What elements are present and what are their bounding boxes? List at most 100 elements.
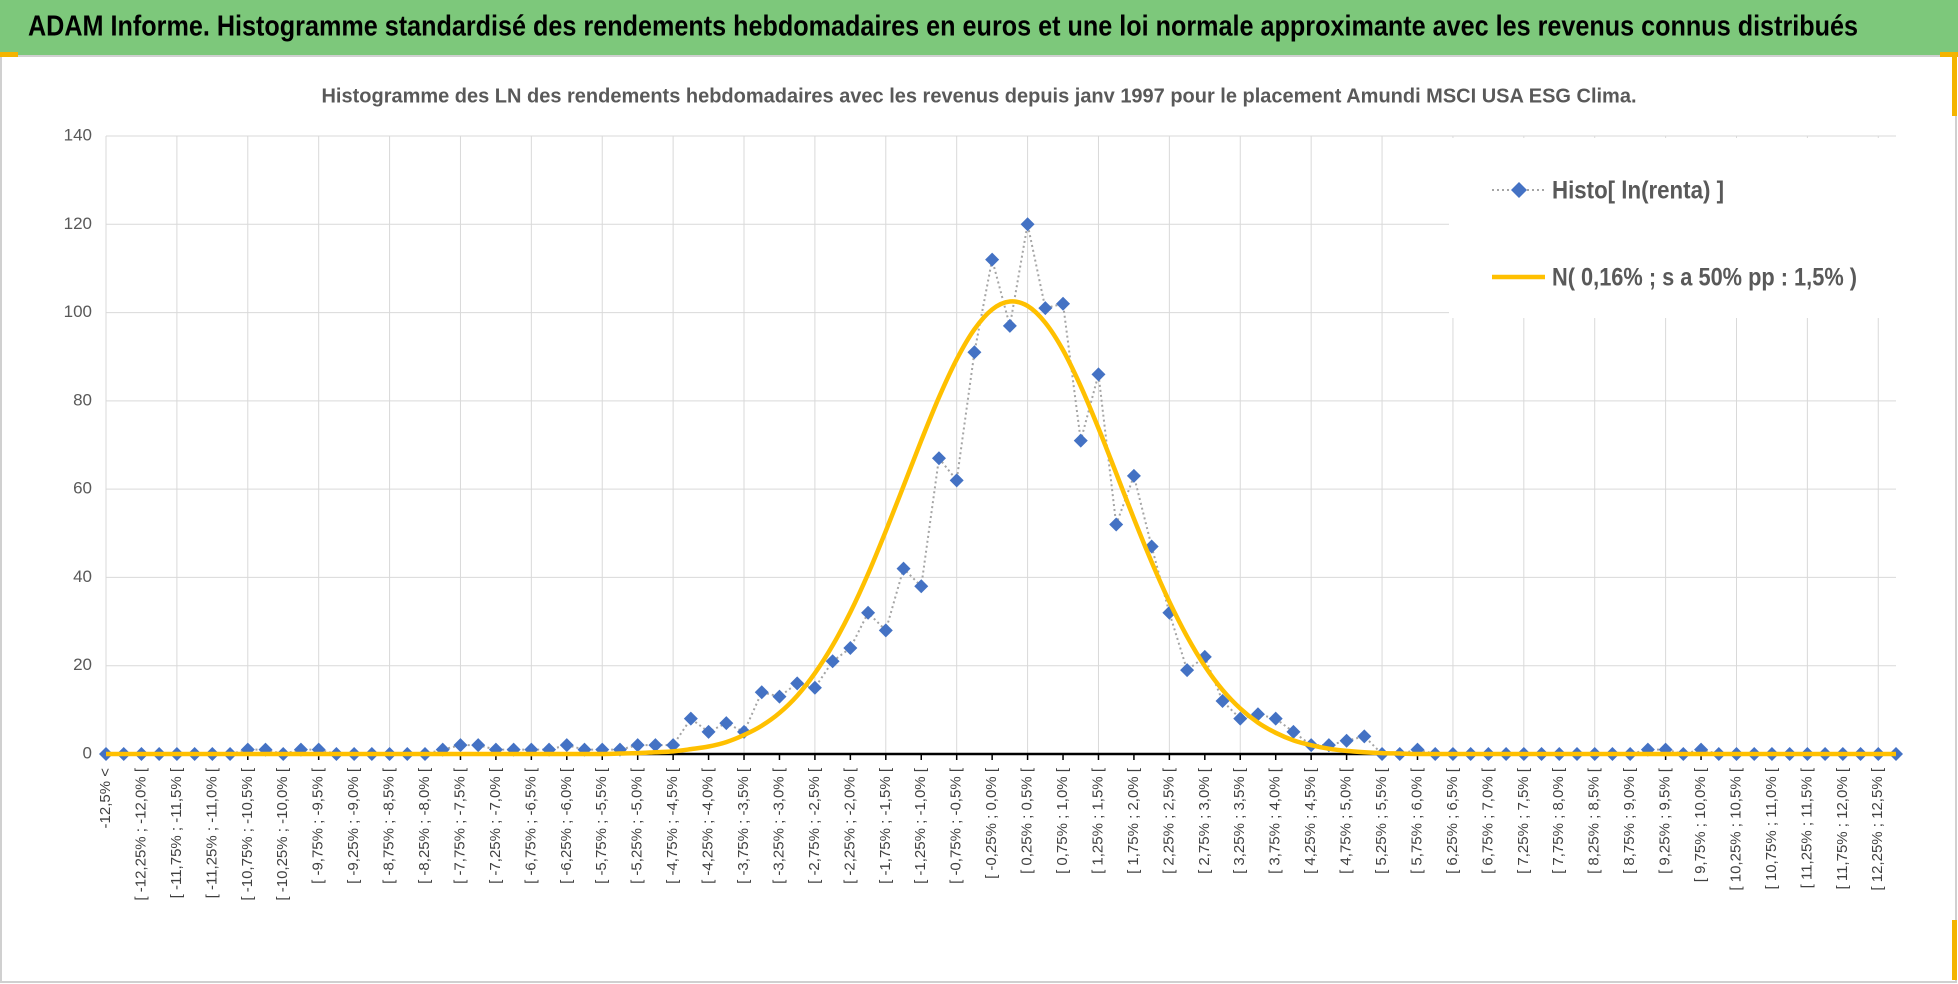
x-tick-label: [ -0,75% ; -0,5% [ bbox=[948, 767, 965, 884]
x-tick-label: [ -6,25% ; -6,0% [ bbox=[558, 767, 575, 884]
data-point bbox=[843, 641, 858, 656]
y-tick-label: 40 bbox=[73, 567, 92, 586]
x-tick-label: [ 9,75% ; 10,0% [ bbox=[1692, 767, 1709, 882]
series-line bbox=[106, 299, 1896, 757]
x-tick-label: [ 2,25% ; 2,5% [ bbox=[1160, 767, 1177, 874]
data-point bbox=[896, 561, 911, 576]
data-point bbox=[1233, 711, 1248, 726]
data-point bbox=[861, 605, 876, 620]
data-point bbox=[1056, 296, 1071, 311]
x-tick-label: [ 0,25% ; 0,5% [ bbox=[1019, 767, 1036, 874]
x-tick-label: [ -1,75% ; -1,5% [ bbox=[877, 767, 894, 884]
data-point bbox=[648, 738, 663, 753]
y-tick-label: 140 bbox=[64, 125, 92, 144]
x-tick-label: [ 10,25% ; 10,5% [ bbox=[1727, 767, 1744, 890]
data-point bbox=[1126, 468, 1141, 483]
x-tick-label: [ -0,25% ; 0,0% [ bbox=[983, 767, 1000, 879]
chart-title: Histogramme des LN des rendements hebdom… bbox=[322, 85, 1637, 107]
data-point bbox=[985, 252, 1000, 267]
corner-mark bbox=[0, 52, 18, 57]
data-point bbox=[1268, 711, 1283, 726]
data-point bbox=[1357, 729, 1372, 744]
y-tick-label: 120 bbox=[64, 214, 92, 233]
legend-label: Histo[ ln(renta) ] bbox=[1552, 177, 1724, 205]
x-tick-label: [ -10,75% ; -10,5% [ bbox=[239, 767, 256, 900]
data-point bbox=[666, 738, 681, 753]
data-point bbox=[1038, 301, 1053, 316]
corner-mark bbox=[1940, 52, 1958, 57]
x-tick-label: [ -8,75% ; -8,5% [ bbox=[381, 767, 398, 884]
data-point bbox=[914, 579, 929, 594]
x-tick-label: [ 10,75% ; 11,0% [ bbox=[1763, 767, 1780, 889]
x-tick-label: -12,5% < bbox=[97, 768, 114, 829]
legend-label: N( 0,16% ; s a 50% pp : 1,5% ) bbox=[1552, 264, 1857, 292]
x-tick-label: [ 11,25% ; 11,5% [ bbox=[1798, 767, 1815, 888]
data-point bbox=[825, 654, 840, 669]
data-point bbox=[1339, 733, 1354, 748]
data-point bbox=[1020, 217, 1035, 232]
x-tick-label: [ -3,25% ; -3,0% [ bbox=[770, 767, 787, 884]
x-tick-label: [ -10,25% ; -10,0% [ bbox=[274, 767, 291, 900]
corner-mark bbox=[1952, 56, 1957, 116]
x-tick-label: [ 4,75% ; 5,0% [ bbox=[1338, 767, 1355, 874]
corner-mark bbox=[1952, 920, 1957, 980]
x-tick-label: [ 5,25% ; 5,5% [ bbox=[1373, 767, 1390, 874]
x-tick-label: [ 2,75% ; 3,0% [ bbox=[1196, 767, 1213, 874]
data-point bbox=[931, 451, 946, 466]
x-tick-label: [ -9,25% ; -9,0% [ bbox=[345, 767, 362, 884]
x-tick-label: [ -2,75% ; -2,5% [ bbox=[806, 767, 823, 884]
data-point bbox=[1109, 517, 1124, 532]
x-tick-label: [ 7,75% ; 8,0% [ bbox=[1550, 767, 1567, 874]
x-tick-label: [ 5,75% ; 6,0% [ bbox=[1408, 767, 1425, 874]
x-tick-label: [ 12,25% ; 12,5% [ bbox=[1869, 767, 1886, 890]
data-point bbox=[967, 345, 982, 360]
data-point bbox=[878, 623, 893, 638]
x-tick-label: [ 1,25% ; 1,5% [ bbox=[1089, 767, 1106, 874]
data-point bbox=[1215, 694, 1230, 709]
x-tick-label: [ 11,75% ; 12,0% [ bbox=[1834, 767, 1851, 889]
y-tick-label: 100 bbox=[64, 302, 92, 321]
data-point bbox=[1073, 433, 1088, 448]
data-point bbox=[754, 685, 769, 700]
y-tick-label: 0 bbox=[83, 743, 92, 762]
legend-marker bbox=[1511, 182, 1527, 198]
data-point bbox=[630, 738, 645, 753]
x-tick-label: [ 3,75% ; 4,0% [ bbox=[1267, 767, 1284, 874]
x-tick-label: [ 3,25% ; 3,5% [ bbox=[1231, 767, 1248, 874]
data-point bbox=[772, 689, 787, 704]
x-tick-label: [ 4,25% ; 4,5% [ bbox=[1302, 767, 1319, 874]
data-point bbox=[683, 711, 698, 726]
legend-box bbox=[1449, 138, 1904, 318]
x-tick-label: [ 8,75% ; 9,0% [ bbox=[1621, 767, 1638, 874]
x-tick-label: [ -12,25% ; -12,0% [ bbox=[132, 767, 149, 900]
data-point bbox=[1002, 318, 1017, 333]
x-tick-label: [ -3,75% ; -3,5% [ bbox=[735, 767, 752, 884]
x-tick-label: [ -2,25% ; -2,0% [ bbox=[841, 767, 858, 884]
y-tick-label: 60 bbox=[73, 479, 92, 498]
x-tick-label: [ 1,75% ; 2,0% [ bbox=[1125, 767, 1142, 874]
x-tick-label: [ -6,75% ; -6,5% [ bbox=[522, 767, 539, 884]
y-tick-label: 20 bbox=[73, 655, 92, 674]
x-tick-label: [ 6,75% ; 7,0% [ bbox=[1479, 767, 1496, 874]
x-tick-label: [ 7,25% ; 7,5% [ bbox=[1515, 767, 1532, 874]
x-tick-label: [ -7,75% ; -7,5% [ bbox=[451, 767, 468, 884]
data-point bbox=[949, 473, 964, 488]
x-tick-label: [ 6,25% ; 6,5% [ bbox=[1444, 767, 1461, 874]
x-tick-label: [ 9,25% ; 9,5% [ bbox=[1657, 767, 1674, 874]
data-point bbox=[790, 676, 805, 691]
x-tick-label: [ -4,25% ; -4,0% [ bbox=[700, 767, 717, 884]
page-title: ADAM Informe. Histogramme standardisé de… bbox=[28, 11, 1858, 43]
data-point bbox=[1286, 724, 1301, 739]
header-bar bbox=[0, 0, 1958, 56]
x-tick-label: [ 8,25% ; 8,5% [ bbox=[1586, 767, 1603, 874]
data-point bbox=[719, 716, 734, 731]
x-tick-label: [ -11,25% ; -11,0% [ bbox=[203, 767, 220, 898]
data-point bbox=[559, 738, 574, 753]
y-tick-label: 80 bbox=[73, 390, 92, 409]
x-tick-label: [ -8,25% ; -8,0% [ bbox=[416, 767, 433, 884]
data-point bbox=[453, 738, 468, 753]
x-tick-label: [ -5,25% ; -5,0% [ bbox=[629, 767, 646, 884]
x-tick-label: [ -5,75% ; -5,5% [ bbox=[593, 767, 610, 884]
data-point bbox=[471, 738, 486, 753]
